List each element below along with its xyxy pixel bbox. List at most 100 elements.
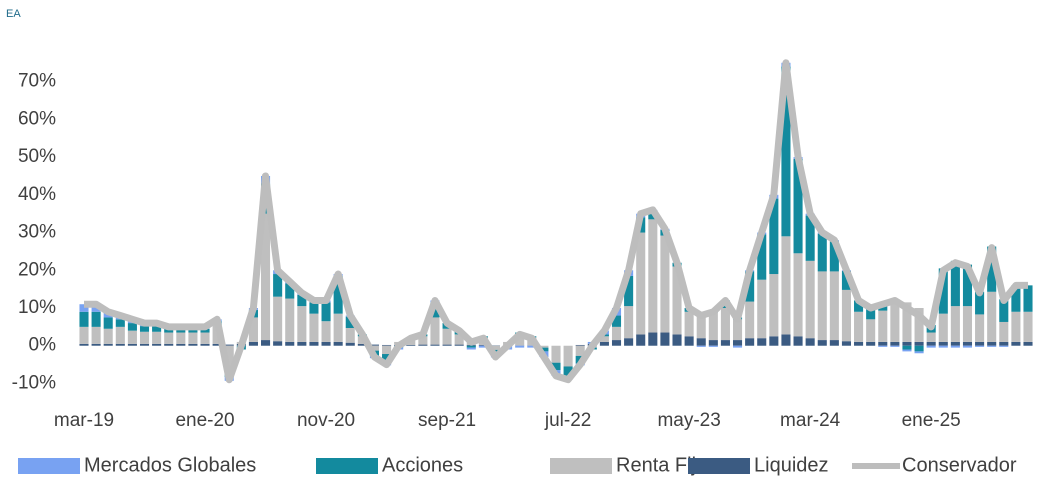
bar-segment (115, 326, 125, 344)
bar-segment (841, 341, 851, 346)
bar-segment (285, 283, 295, 299)
bar-segment (188, 343, 198, 346)
bar-segment (188, 332, 198, 344)
bar-segment (999, 321, 1009, 342)
y-tick-label: -10% (12, 372, 56, 393)
bar-segment (164, 332, 174, 344)
bar-segment (575, 344, 585, 346)
bar-segment (745, 301, 755, 339)
bar-segment (345, 316, 355, 328)
bar-segment (878, 310, 888, 342)
bar-segment (599, 341, 609, 346)
bar-segment (200, 343, 210, 346)
bar-segment (1011, 341, 1021, 346)
bar-segment (890, 345, 900, 347)
bar-segment (938, 268, 948, 314)
bar-segment (636, 334, 646, 346)
bar-segment (914, 351, 924, 354)
legend-swatch (316, 458, 378, 474)
bar-segment (660, 332, 670, 346)
x-tick-label: ene-20 (175, 410, 234, 431)
bar-segment (817, 340, 827, 346)
bar-segment (599, 336, 609, 342)
bar-segment (962, 341, 973, 346)
bar-segment (624, 338, 634, 346)
bar-segment (745, 271, 755, 302)
bar-segment (369, 344, 379, 346)
bar-segment (79, 304, 89, 312)
bar-segment (611, 326, 622, 341)
bar-segment (805, 338, 815, 346)
bar-segment (805, 215, 815, 261)
y-tick-label: 0% (29, 335, 57, 356)
bar-segment (103, 317, 113, 329)
bar-segment (648, 332, 658, 346)
bar-segment (115, 319, 125, 327)
legend-label: Liquidez (754, 454, 829, 476)
y-tick-label: 50% (18, 146, 56, 167)
bar-segment (866, 319, 876, 342)
y-tick-label: 20% (18, 259, 56, 280)
bar-segment (987, 291, 997, 342)
bar-segment (382, 354, 392, 362)
bar-segment (1023, 311, 1033, 342)
bar-segment (781, 66, 791, 237)
bar-segment (333, 313, 343, 342)
bar-segment (273, 296, 283, 342)
legend-label: Acciones (382, 454, 463, 476)
bar-segment (902, 302, 912, 342)
bar-segment (515, 345, 525, 348)
bar-segment (575, 345, 585, 356)
y-tick-label: 60% (18, 108, 56, 129)
bar-segment (527, 345, 537, 348)
y-axis-label: EA (6, 8, 21, 20)
bar-segment (176, 332, 186, 344)
bar-segment (321, 321, 331, 342)
bar-segment (79, 326, 89, 344)
bar-segment (817, 271, 827, 341)
bar-segment (321, 341, 331, 346)
bar-segment (261, 340, 271, 346)
bar-segment (793, 336, 803, 346)
bar-segment (733, 345, 743, 348)
bar-segment (115, 343, 125, 346)
bar-segment (708, 312, 718, 341)
bar-segment (757, 279, 767, 339)
bar-segment (309, 341, 319, 346)
bar-segment (720, 340, 730, 346)
bar-segment (890, 341, 900, 346)
bar-segment (854, 311, 864, 342)
bar-segment (745, 338, 755, 346)
x-tick-label: mar-24 (780, 410, 841, 431)
bar-segment (273, 274, 283, 297)
legend-label: Conservador (902, 454, 1017, 476)
bar-segment (733, 340, 743, 346)
bar-segment (152, 343, 162, 346)
bar-segment (902, 349, 912, 352)
bar-segment (769, 274, 779, 337)
bar-segment (478, 345, 488, 348)
bar-segment (382, 344, 392, 346)
bar-segment (176, 328, 186, 333)
bar-segment (624, 306, 634, 339)
bar-segment (285, 341, 295, 346)
bar-segment (962, 306, 973, 342)
bar-segment (733, 319, 743, 341)
bar-segment (793, 158, 803, 254)
y-tick-label: 70% (18, 71, 56, 92)
bar-segment (442, 328, 452, 345)
bar-segment (176, 343, 186, 346)
bar-segment (696, 338, 706, 346)
x-tick-label: may-23 (657, 410, 720, 431)
bar-segment (188, 328, 198, 333)
bar-segment (854, 341, 864, 346)
bar-segment (139, 343, 150, 346)
bar-segment (975, 345, 985, 347)
bar-segment (91, 326, 101, 344)
bar-segment (720, 308, 730, 341)
bar-segment (539, 345, 549, 348)
bar-segment (466, 345, 476, 348)
bar-segment (975, 341, 985, 346)
bar-segment (369, 345, 379, 351)
